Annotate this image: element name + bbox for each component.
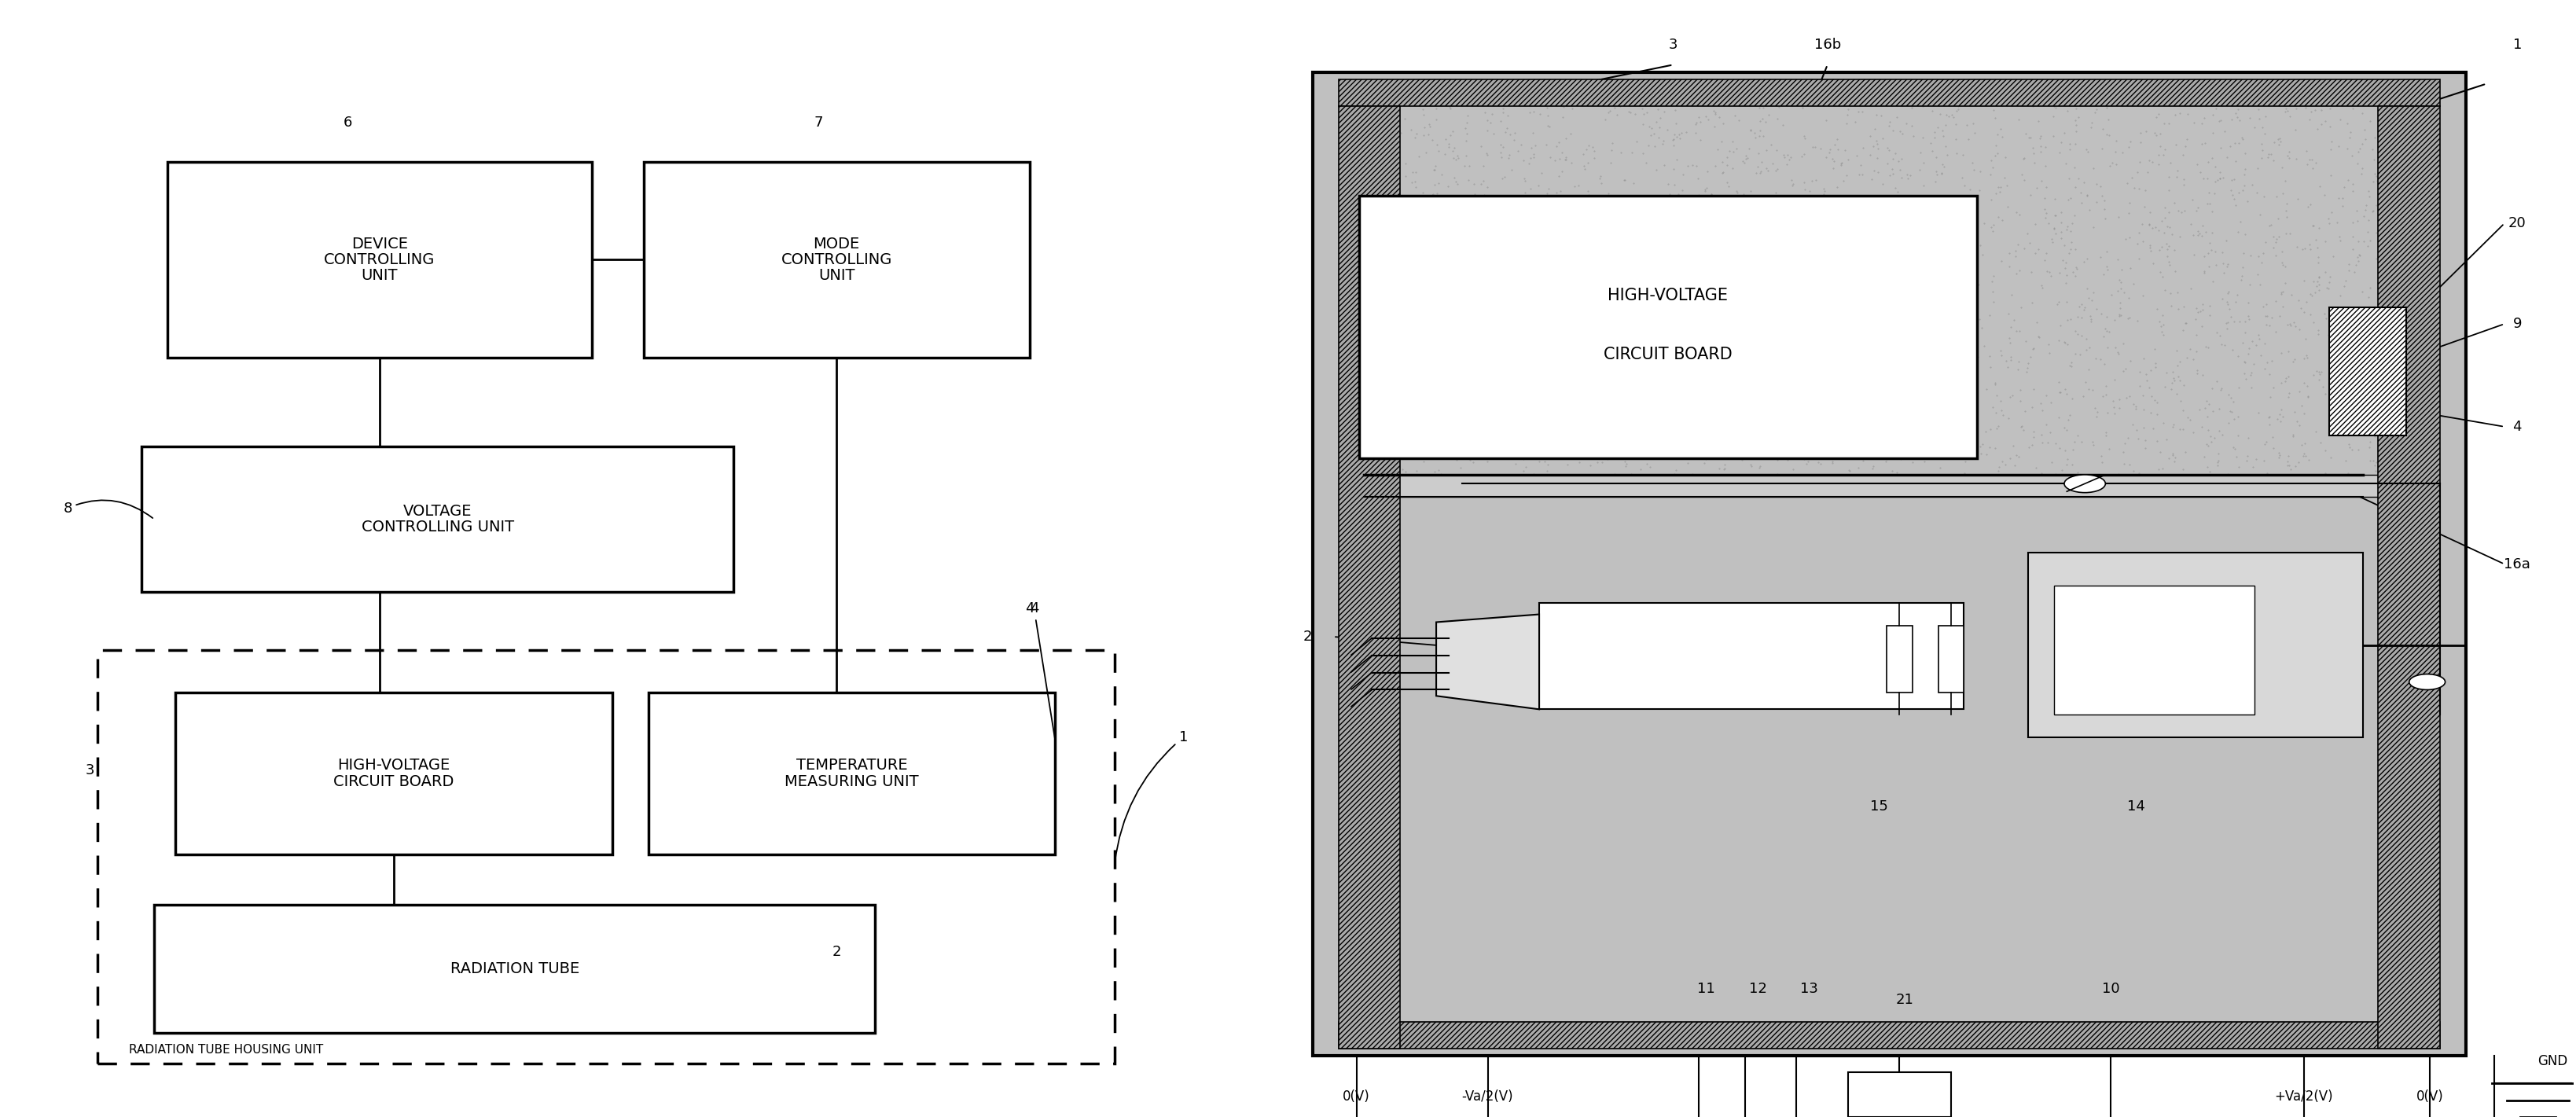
Circle shape	[2409, 674, 2445, 689]
Bar	[2027, 553, 2362, 737]
Text: 2: 2	[1303, 630, 1311, 643]
Text: DEVICE: DEVICE	[350, 237, 407, 251]
Text: 0(V): 0(V)	[2416, 1090, 2445, 1104]
Text: 16a: 16a	[2504, 557, 2530, 571]
Bar	[1314, 73, 2465, 1056]
Bar	[649, 693, 1056, 855]
Circle shape	[2063, 475, 2105, 493]
Text: 13: 13	[1801, 982, 1819, 995]
Text: HIGH-VOLTAGE: HIGH-VOLTAGE	[1607, 287, 1728, 304]
Bar	[155, 905, 876, 1033]
Bar	[644, 162, 1030, 357]
Text: +Va/2(V): +Va/2(V)	[2275, 1090, 2334, 1104]
Bar	[175, 693, 613, 855]
Bar	[1365, 475, 2414, 497]
Bar	[1365, 95, 2414, 1033]
Text: 3: 3	[1669, 38, 1677, 51]
Text: CIRCUIT BOARD: CIRCUIT BOARD	[332, 774, 453, 789]
Bar	[2378, 106, 2439, 1049]
Bar	[1847, 1072, 1950, 1117]
Text: 14: 14	[2128, 800, 2146, 813]
Text: GND: GND	[2537, 1054, 2568, 1068]
Text: 4: 4	[1025, 602, 1033, 615]
Text: CONTROLLING: CONTROLLING	[781, 252, 891, 267]
Text: -Va/2(V): -Va/2(V)	[1463, 1090, 1515, 1104]
Text: 4: 4	[2512, 420, 2522, 433]
Text: 2: 2	[832, 945, 840, 958]
Bar	[2053, 585, 2254, 715]
Text: 20: 20	[2509, 217, 2527, 230]
Text: UNIT: UNIT	[361, 268, 397, 283]
Text: CIRCUIT BOARD: CIRCUIT BOARD	[1602, 346, 1731, 363]
Text: 16b: 16b	[1814, 38, 1842, 51]
Text: 0(V): 0(V)	[1342, 1090, 1370, 1104]
Text: 1: 1	[1115, 731, 1188, 862]
Text: CONTROLLING UNIT: CONTROLLING UNIT	[361, 519, 513, 535]
Text: RADIATION TUBE: RADIATION TUBE	[451, 962, 580, 976]
Bar	[98, 650, 1115, 1063]
Text: 10: 10	[2102, 982, 2120, 995]
Bar	[1886, 626, 1911, 693]
Text: MEASURING UNIT: MEASURING UNIT	[786, 774, 920, 789]
Text: 3: 3	[85, 764, 95, 777]
Bar	[142, 447, 734, 592]
Text: 7: 7	[814, 116, 822, 130]
Bar	[1540, 603, 1963, 709]
Bar	[1340, 79, 2439, 106]
Bar	[1937, 626, 1963, 693]
Text: 15: 15	[1870, 800, 1888, 813]
Bar	[1340, 106, 1401, 1049]
Text: CONTROLLING: CONTROLLING	[325, 252, 435, 267]
Bar	[1360, 195, 1976, 458]
Text: TEMPERATURE: TEMPERATURE	[796, 758, 907, 773]
Polygon shape	[1437, 614, 1540, 709]
Text: 8: 8	[64, 500, 152, 518]
Text: 9: 9	[2512, 317, 2522, 331]
Text: UNIT: UNIT	[819, 268, 855, 283]
Bar	[1340, 1022, 2439, 1049]
Text: 6: 6	[343, 116, 353, 130]
Bar	[167, 162, 592, 357]
Text: 12: 12	[1749, 982, 1767, 995]
Bar	[2329, 307, 2406, 436]
Text: 21: 21	[1896, 993, 1914, 1006]
Bar	[1365, 497, 2414, 1033]
Text: RADIATION TUBE HOUSING UNIT: RADIATION TUBE HOUSING UNIT	[129, 1043, 322, 1056]
Text: 1: 1	[2512, 38, 2522, 51]
Text: MODE: MODE	[814, 237, 860, 251]
Text: HIGH-VOLTAGE: HIGH-VOLTAGE	[337, 758, 451, 773]
Text: VOLTAGE: VOLTAGE	[404, 504, 471, 519]
Text: 11: 11	[1698, 982, 1716, 995]
Text: 4: 4	[1030, 602, 1056, 739]
